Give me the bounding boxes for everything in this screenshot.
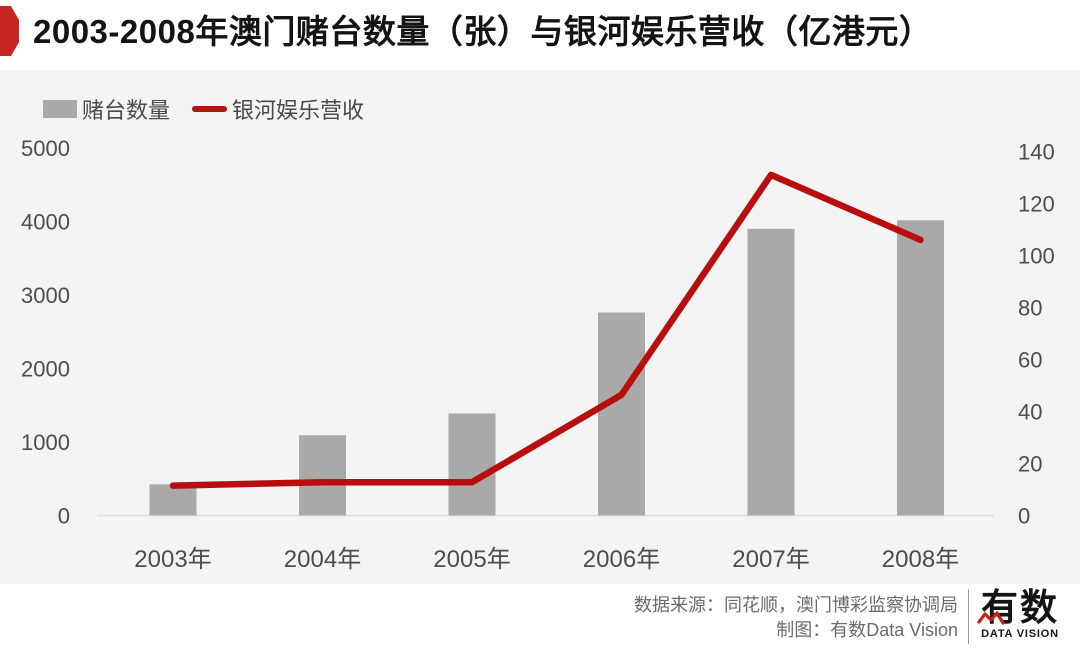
legend-item-revenue: 银河娱乐营收 <box>192 93 364 125</box>
right-axis-tick-120: 120 <box>1018 192 1055 217</box>
left-axis-tick-5000: 5000 <box>21 136 70 161</box>
brand-logo: 有数 DATA VISION <box>974 589 1066 640</box>
bar-2005年 <box>448 413 496 516</box>
legend-item-tables: 赌台数量 <box>43 93 170 125</box>
right-axis-tick-40: 40 <box>1018 400 1042 425</box>
x-axis-label-2006年: 2006年 <box>583 546 660 573</box>
revenue-line <box>169 171 924 489</box>
right-axis-tick-60: 60 <box>1018 348 1042 373</box>
chart-credit-text: 制图：有数Data Vision <box>776 620 958 640</box>
bar-2003年 <box>149 484 197 516</box>
bar-2007年 <box>747 228 795 516</box>
data-source-text: 数据来源：同花顺，澳门博彩监察协调局 <box>634 595 958 615</box>
bar-2006年 <box>598 312 645 516</box>
right-axis-tick-0: 0 <box>1018 504 1030 529</box>
left-axis-tick-1000: 1000 <box>21 430 70 455</box>
brand-logo-text: 有数 <box>981 587 1059 628</box>
page-title: 2003-2008年澳门赌台数量（张）与银河娱乐营收（亿港元） <box>33 13 933 50</box>
bar-series-swatch-icon <box>43 100 77 118</box>
left-axis-tick-3000: 3000 <box>21 283 70 308</box>
right-axis-tick-80: 80 <box>1018 296 1042 321</box>
chart-panel: 0 1000 2000 3000 4000 5000 0 20 40 60 80 100 120 140 2… <box>0 70 1080 584</box>
x-axis-label-2003年: 2003年 <box>134 546 211 573</box>
chart-legend: 赌台数量 银河娱乐营收 <box>43 97 364 123</box>
bar-2004年 <box>299 435 346 516</box>
x-axis-label-2008年: 2008年 <box>882 546 959 573</box>
title-ribbon-badge <box>0 6 19 56</box>
x-axis-label-2005年: 2005年 <box>433 546 510 573</box>
footer: 数据来源：同花顺，澳门博彩监察协调局 制图：有数Data Vision 有数 D… <box>0 584 1080 649</box>
left-axis-tick-2000: 2000 <box>21 357 70 382</box>
logo-zigzag-line-icon <box>977 611 1005 625</box>
header: 2003-2008年澳门赌台数量（张）与银河娱乐营收（亿港元） <box>0 0 1080 70</box>
right-axis-tick-20: 20 <box>1018 452 1042 477</box>
combo-chart: 0 1000 2000 3000 4000 5000 0 20 40 60 80 100 120 140 2… <box>21 136 1055 573</box>
bar-2008年 <box>897 220 944 516</box>
line-series-swatch-icon <box>192 106 228 112</box>
legend-label-tables: 赌台数量 <box>82 98 171 123</box>
left-axis-tick-0: 0 <box>58 504 70 529</box>
x-axis-label-2007年: 2007年 <box>732 546 809 573</box>
right-axis-tick-100: 100 <box>1018 244 1055 269</box>
left-axis-tick-4000: 4000 <box>21 210 70 235</box>
legend-label-revenue: 银河娱乐营收 <box>232 98 365 123</box>
source-credit-block: 数据来源：同花顺，澳门博彩监察协调局 制图：有数Data Vision <box>634 593 958 643</box>
x-axis-label-2004年: 2004年 <box>284 546 361 573</box>
brand-logo-subtext: DATA VISION <box>981 628 1059 640</box>
footer-divider <box>968 589 969 644</box>
brand-logo-chinese: 有数 <box>974 589 1066 627</box>
right-axis-tick-140: 140 <box>1018 140 1055 165</box>
